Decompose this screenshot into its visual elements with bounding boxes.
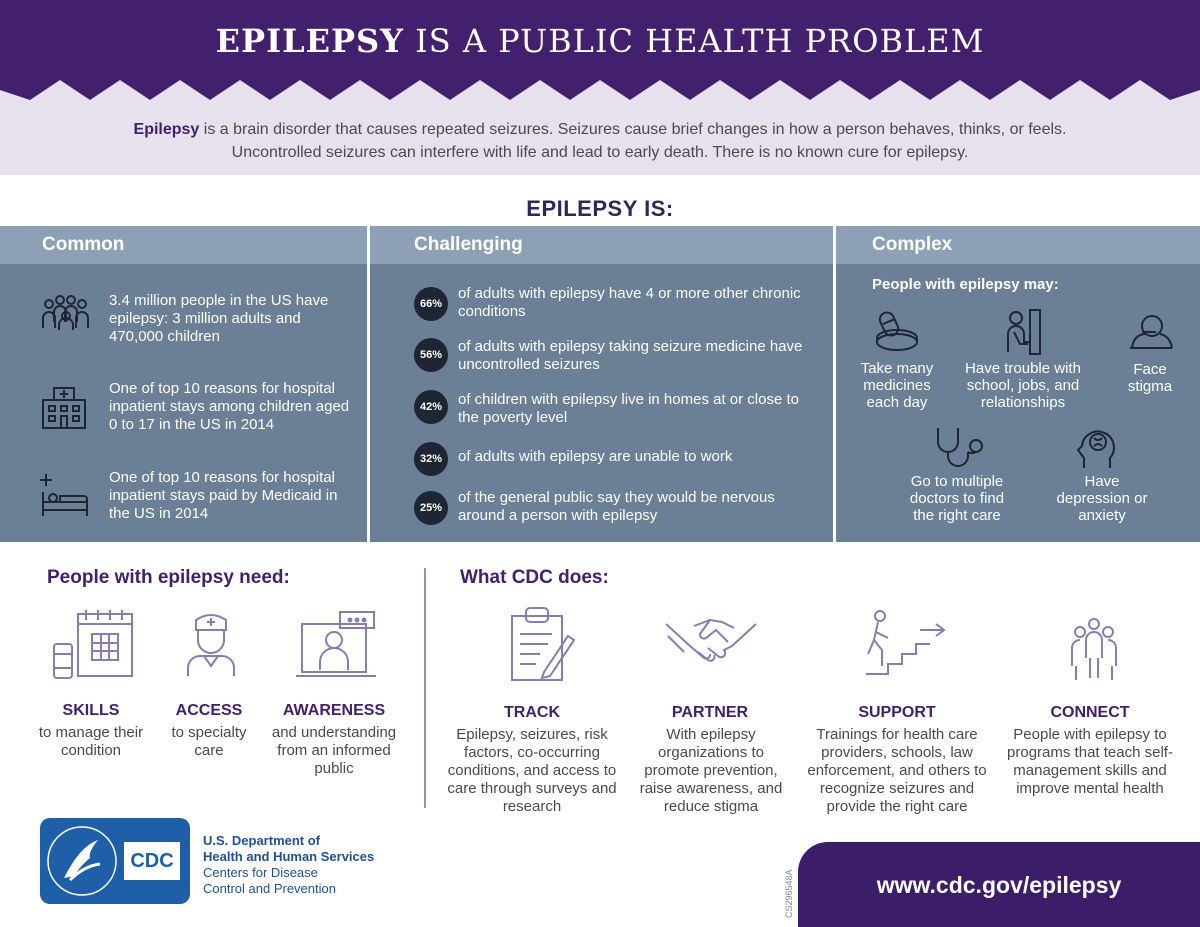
page-title: EPILEPSY IS A PUBLIC HEALTH PROBLEM (0, 22, 1200, 60)
stat-text-32: of adults with epilepsy are unable to wo… (458, 448, 733, 465)
people-group-icon (42, 295, 89, 330)
header-zigzag-band (0, 0, 1200, 100)
stat-text-66: of adults with epilepsy have 4 or more o… (458, 285, 801, 320)
stat-text-56: of adults with epilepsy taking seizure m… (458, 338, 803, 373)
common-panel: Common 3.4 million people in the US have… (0, 226, 367, 542)
complex-item-1-text: Take many medicines each day (860, 360, 934, 411)
complex-title: Complex (872, 234, 953, 255)
intro-text: Epilepsy is a brain disorder that causes… (110, 118, 1090, 164)
stat-text-25: of the general public say they would be … (458, 489, 775, 524)
sad-person-icon (1007, 309, 1041, 355)
calendar-pills-icon (53, 610, 133, 679)
cdc-connect-text: People with epilepsy to programs that te… (1007, 726, 1173, 797)
common-panel-header: Common (0, 226, 367, 264)
cdc-connect-head: CONNECT (1050, 704, 1130, 721)
common-item-1-text: 3.4 million people in the US have epilep… (109, 292, 329, 345)
cdc-partner-text: With epilepsy organizations to promote p… (639, 726, 783, 815)
hospital-icon (42, 387, 86, 429)
cdc-name: Centers for Disease Control and Preventi… (203, 865, 336, 897)
need-awareness-text: and understanding from an informed publi… (271, 724, 397, 777)
challenging-panel-header: Challenging (370, 226, 833, 264)
complex-item-3-text: Face stigma (1127, 361, 1173, 395)
hhs-name: U.S. Department of Health and Human Serv… (203, 833, 374, 865)
stat-badge-42: 42% (414, 390, 448, 424)
url-band: www.cdc.gov/epilepsy (798, 842, 1200, 927)
complex-item-5-text: Have depression or anxiety (1056, 473, 1148, 524)
stat-badge-32: 32% (414, 442, 448, 476)
need-access-head: ACCESS (175, 702, 243, 719)
challenging-title: Challenging (414, 234, 523, 255)
stat-badge-25: 25% (414, 491, 448, 525)
cdc-support-head: SUPPORT (858, 704, 936, 721)
cdc-does-title: What CDC does: (460, 567, 609, 588)
common-title: Common (42, 234, 125, 255)
hhs-line-2: Health and Human Services (203, 849, 375, 864)
clipboard-icon (511, 607, 576, 681)
cdc-support-text: Trainings for health care providers, sch… (807, 726, 987, 815)
intro-rest: is a brain disorder that causes repeated… (199, 121, 1067, 161)
hiding-person-icon (1130, 315, 1173, 349)
complex-item-4-text: Go to multiple doctors to find the right… (909, 473, 1005, 524)
connected-people-icon (1071, 618, 1117, 680)
common-item-3-text: One of top 10 reasons for hospital inpat… (109, 469, 338, 522)
climbing-stairs-icon (866, 610, 946, 675)
stethoscope-icon (937, 428, 983, 467)
common-item-2-text: One of top 10 reasons for hospital inpat… (109, 380, 350, 433)
complex-item-2-text: Have trouble with school, jobs, and rela… (965, 360, 1081, 411)
stat-badge-66: 66% (414, 287, 448, 321)
stat-text-42: of children with epilepsy live in homes … (458, 391, 800, 426)
need-skills-text: to manage their condition (38, 724, 144, 759)
title-bold: EPILEPSY (215, 22, 404, 60)
presenter-screen-icon (296, 611, 376, 677)
cdc-track-text: Epilepsy, seizures, risk factors, co-occ… (447, 726, 617, 815)
needs-title: People with epilepsy need: (47, 567, 290, 588)
complex-panel-header: Complex (836, 226, 1200, 264)
need-skills-head: SKILLS (62, 702, 120, 719)
hospital-bed-icon (40, 474, 88, 516)
pill-bottle-icon (876, 311, 918, 351)
complex-subtitle: People with epilepsy may: (872, 276, 1059, 293)
hhs-line-1: U.S. Department of (203, 833, 321, 848)
hhs-eagle-seal-icon (47, 826, 180, 896)
need-awareness-head: AWARENESS (282, 702, 386, 719)
cdc-line-1: Centers for Disease (203, 865, 318, 880)
brain-head-icon (1076, 430, 1115, 468)
complex-panel: Complex People with epilepsy may: Take m… (836, 226, 1200, 542)
challenging-panel: Challenging 66% of adults with epilepsy … (370, 226, 833, 542)
title-rest: IS A PUBLIC HEALTH PROBLEM (403, 22, 985, 60)
epilepsy-is-heading: EPILEPSY IS: (526, 196, 674, 221)
stat-badge-56: 56% (414, 338, 448, 372)
cdc-track-head: TRACK (504, 704, 560, 721)
cdc-partner-head: PARTNER (671, 704, 749, 721)
header: EPILEPSY IS A PUBLIC HEALTH PROBLEM Epil… (0, 0, 1200, 175)
section-divider (424, 568, 426, 808)
need-access-text: to specialty care (171, 724, 247, 759)
intro-bold: Epilepsy (133, 121, 200, 138)
cdc-logo-text: CDC (130, 850, 174, 872)
hhs-cdc-logo: CDC (40, 818, 190, 904)
nurse-icon (187, 614, 235, 676)
handshake-icon (665, 618, 757, 662)
publication-code: CS296548A (784, 869, 794, 918)
website-url[interactable]: www.cdc.gov/epilepsy (876, 872, 1122, 898)
cdc-line-2: Control and Prevention (203, 881, 336, 896)
